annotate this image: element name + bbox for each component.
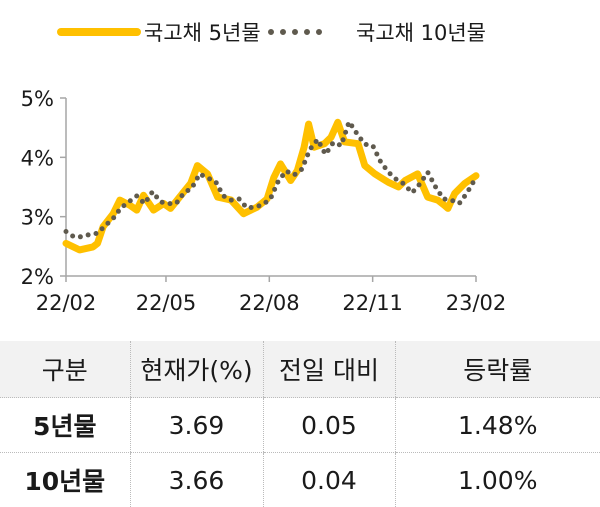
header-rate: 등락률 [395, 341, 600, 398]
x-tick-label: 22/08 [239, 291, 300, 315]
x-tick-label: 22/11 [342, 291, 403, 315]
row-label: 5년물 [0, 398, 130, 453]
legend-label: 국고채 5년물 [144, 17, 261, 47]
legend-item-10y: 국고채 10년물 [268, 14, 486, 50]
series-line-5y [66, 122, 476, 250]
table-row: 5년물 3.69 0.05 1.48% [0, 398, 600, 453]
table-row: 10년물 3.66 0.04 1.00% [0, 453, 600, 507]
yield-table: 구분 현재가(%) 전일 대비 등락률 5년물 3.69 0.05 1.48% … [0, 341, 600, 507]
change-value: 0.04 [263, 453, 395, 507]
row-label: 10년물 [0, 453, 130, 507]
y-tick-label: 3% [21, 206, 54, 230]
legend-swatch-dotted-line [268, 26, 344, 38]
rate-value: 1.48% [395, 398, 600, 453]
legend-label: 국고채 10년물 [356, 17, 486, 47]
header-change: 전일 대비 [263, 341, 395, 398]
table-header-row: 구분 현재가(%) 전일 대비 등락률 [0, 341, 600, 398]
current-value: 3.66 [130, 453, 263, 507]
current-value: 3.69 [130, 398, 263, 453]
legend-item-5y: 국고채 5년물 [56, 14, 261, 50]
yield-line-chart: 2% 3% 4% 5% 22/02 22/05 22/08 22/11 23/02 [0, 80, 600, 330]
y-tick-label: 5% [21, 87, 54, 111]
y-tick-label: 4% [21, 146, 54, 170]
y-tick-label: 2% [21, 265, 54, 289]
x-tick-label: 23/02 [446, 291, 507, 315]
header-current: 현재가(%) [130, 341, 263, 398]
rate-value: 1.00% [395, 453, 600, 507]
x-tick-label: 22/02 [36, 291, 97, 315]
chart-legend: 국고채 5년물 국고채 10년물 [0, 14, 600, 50]
legend-swatch-solid-line [56, 26, 142, 38]
header-category: 구분 [0, 341, 130, 398]
x-tick-label: 22/05 [136, 291, 197, 315]
change-value: 0.05 [263, 398, 395, 453]
